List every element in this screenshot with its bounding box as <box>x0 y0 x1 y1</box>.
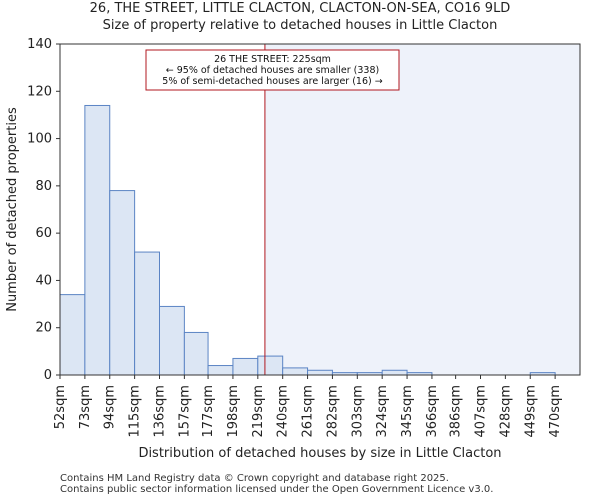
x-tick-label: 428sqm <box>498 385 513 438</box>
bar-240sqm <box>282 367 309 376</box>
y-tick-label: 0 <box>44 368 52 383</box>
x-tick-label: 282sqm <box>325 385 340 438</box>
x-tick-label: 261sqm <box>301 385 316 438</box>
y-tick-label: 100 <box>27 132 52 147</box>
x-tick-label: 407sqm <box>474 385 489 438</box>
x-axis-label: Distribution of detached houses by size … <box>138 446 501 461</box>
annotation-box <box>145 49 400 91</box>
x-tick-label: 198sqm <box>226 385 241 438</box>
annotation-line-3: 5% of semi-detached houses are larger (1… <box>162 76 382 87</box>
y-tick-label: 80 <box>35 179 52 194</box>
bar-177sqm <box>207 365 234 376</box>
x-tick-label: 94sqm <box>103 385 118 429</box>
x-tick-label: 449sqm <box>523 385 538 438</box>
bar-261sqm <box>307 369 333 376</box>
bar-52sqm <box>59 294 86 376</box>
y-tick-label: 60 <box>35 226 52 241</box>
x-tick-label: 303sqm <box>350 385 365 438</box>
bar-94sqm <box>109 190 136 376</box>
x-tick-label: 324sqm <box>375 385 390 438</box>
bar-198sqm <box>232 357 259 376</box>
x-tick-label: 177sqm <box>201 385 216 438</box>
plot-frame <box>59 43 581 376</box>
x-tick-label: 345sqm <box>400 385 415 438</box>
x-tick-label: 240sqm <box>276 385 291 438</box>
y-tick-label: 20 <box>35 321 52 336</box>
footer-line-1: Contains HM Land Registry data © Crown c… <box>60 473 449 484</box>
x-tick-label: 115sqm <box>128 385 143 438</box>
footer-line-2: Contains public sector information licen… <box>60 484 494 495</box>
annotation-line-1: 26 THE STREET: 225sqm <box>214 54 331 65</box>
x-tick-label: 366sqm <box>425 385 440 438</box>
chart-subtitle: Size of property relative to detached ho… <box>102 18 498 33</box>
property-annotation: 26 THE STREET: 225sqm ← 95% of detached … <box>145 49 400 91</box>
bar-73sqm <box>84 104 111 376</box>
bar-157sqm <box>183 331 209 376</box>
y-axis-label: Number of detached properties <box>5 107 20 312</box>
y-tick-label: 140 <box>27 37 52 52</box>
x-tick-label: 219sqm <box>251 385 266 438</box>
x-tick-label: 386sqm <box>449 385 464 438</box>
bar-219sqm <box>257 355 284 376</box>
annotation-line-2: ← 95% of detached houses are smaller (33… <box>166 65 379 76</box>
y-tick-label: 120 <box>27 84 52 99</box>
x-tick-label: 157sqm <box>177 385 192 438</box>
x-tick-label: 52sqm <box>53 385 68 429</box>
chart-title: 26, THE STREET, LITTLE CLACTON, CLACTON-… <box>89 1 511 16</box>
larger-region-shade <box>264 44 580 375</box>
x-tick-label: 470sqm <box>548 385 563 438</box>
bar-136sqm <box>158 305 185 376</box>
x-tick-label: 73sqm <box>78 385 93 429</box>
bar-324sqm <box>381 369 408 376</box>
y-tick-label: 40 <box>35 273 52 288</box>
bar-115sqm <box>134 251 160 376</box>
x-tick-label: 136sqm <box>152 385 167 438</box>
